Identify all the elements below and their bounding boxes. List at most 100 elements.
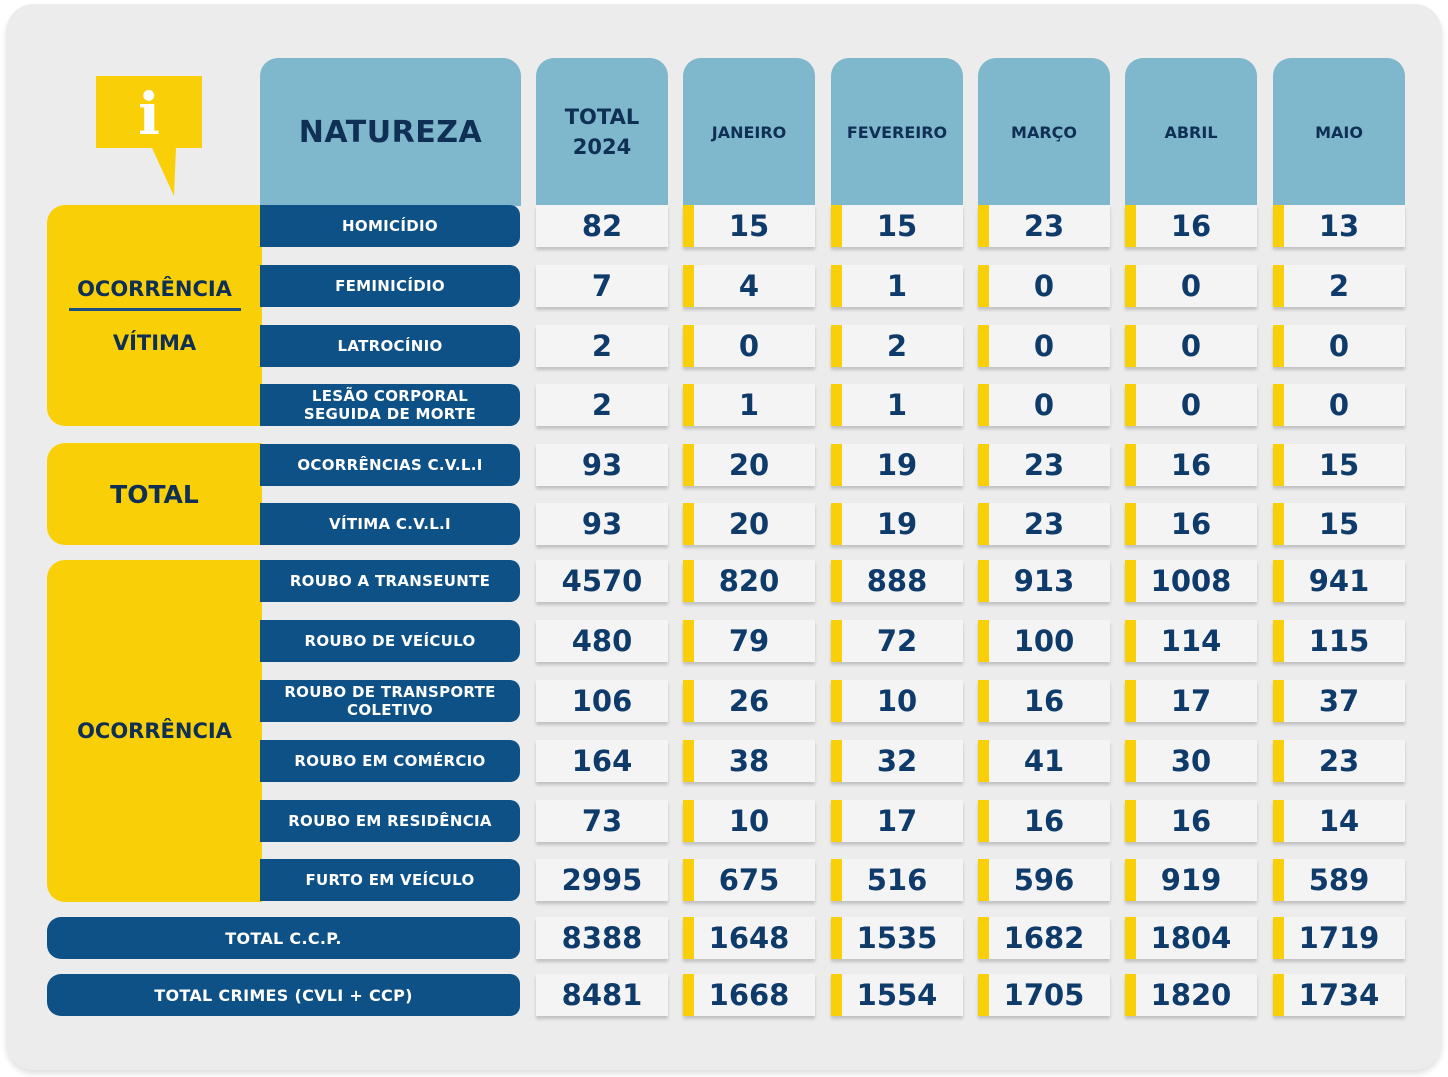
value-cell: 79	[683, 620, 815, 662]
value-cell: 19	[831, 503, 963, 545]
group-divider	[68, 307, 241, 311]
value-cell: 8388	[536, 917, 668, 959]
value-cell: 589	[1273, 859, 1405, 901]
value-text: 15	[1318, 507, 1360, 541]
value-cell: 941	[1273, 560, 1405, 602]
value-cell: 23	[1273, 740, 1405, 782]
value-cell: 1	[831, 384, 963, 426]
total-row-label: TOTAL CRIMES (CVLI + CCP)	[47, 974, 520, 1016]
value-cell: 0	[683, 325, 815, 367]
value-text: 2	[886, 329, 908, 363]
value-cell: 7	[536, 265, 668, 307]
value-cell: 41	[978, 740, 1110, 782]
row-label: LESÃO CORPORAL SEGUIDA DE MORTE	[260, 384, 520, 426]
value-text: 596	[1013, 863, 1075, 897]
value-text: 0	[1180, 329, 1202, 363]
value-cell: 1734	[1273, 974, 1405, 1016]
value-text: 93	[581, 448, 623, 482]
value-cell: 2	[536, 384, 668, 426]
value-text: 1804	[1150, 921, 1232, 955]
value-text: 913	[1013, 564, 1075, 598]
value-text: 13	[1318, 209, 1360, 243]
row-label: ROUBO A TRANSEUNTE	[260, 560, 520, 602]
value-text: 114	[1160, 624, 1222, 658]
value-text: 1668	[708, 978, 790, 1012]
value-cell: 2995	[536, 859, 668, 901]
value-text: 100	[1013, 624, 1075, 658]
value-text: 16	[1170, 804, 1212, 838]
value-cell: 480	[536, 620, 668, 662]
value-text: 20	[728, 507, 770, 541]
value-cell: 16	[1125, 444, 1257, 486]
value-cell: 16	[1125, 503, 1257, 545]
value-text: 16	[1023, 684, 1065, 718]
value-cell: 16	[1125, 800, 1257, 842]
row-label: ROUBO EM COMÉRCIO	[260, 740, 520, 782]
value-cell: 0	[1273, 384, 1405, 426]
value-text: 2	[591, 329, 613, 363]
value-cell: 4570	[536, 560, 668, 602]
value-cell: 26	[683, 680, 815, 722]
row-label: FEMINICÍDIO	[260, 265, 520, 307]
value-text: 23	[1023, 448, 1065, 482]
value-text: 72	[876, 624, 918, 658]
value-cell: 115	[1273, 620, 1405, 662]
value-text: 16	[1023, 804, 1065, 838]
value-cell: 0	[1125, 265, 1257, 307]
value-text: 0	[1033, 269, 1055, 303]
value-text: 1682	[1003, 921, 1085, 955]
group-total: TOTAL	[47, 443, 262, 545]
value-text: 37	[1318, 684, 1360, 718]
value-cell: 1719	[1273, 917, 1405, 959]
header-month-abril: ABRIL	[1125, 58, 1257, 206]
info-icon: i	[96, 76, 202, 196]
value-text: 164	[571, 744, 633, 778]
value-text: 0	[1328, 388, 1350, 422]
value-text: 26	[728, 684, 770, 718]
value-text: 38	[728, 744, 770, 778]
value-text: 0	[1328, 329, 1350, 363]
group-cvli: OCORRÊNCIA VÍTIMA	[47, 205, 262, 426]
value-text: 1734	[1298, 978, 1380, 1012]
value-text: 1554	[856, 978, 938, 1012]
group-ccp: OCORRÊNCIA	[47, 560, 262, 902]
value-text: 1705	[1003, 978, 1085, 1012]
value-text: 1820	[1150, 978, 1232, 1012]
value-text: 17	[876, 804, 918, 838]
value-cell: 596	[978, 859, 1110, 901]
value-cell: 10	[831, 680, 963, 722]
value-text: 23	[1023, 507, 1065, 541]
group-label-total: TOTAL	[110, 479, 199, 509]
header-month-janeiro: JANEIRO	[683, 58, 815, 206]
value-text: 73	[581, 804, 623, 838]
header-month-fevereiro: FEVEREIRO	[831, 58, 963, 206]
value-cell: 13	[1273, 205, 1405, 247]
value-text: 820	[718, 564, 780, 598]
value-cell: 516	[831, 859, 963, 901]
value-cell: 164	[536, 740, 668, 782]
row-label: OCORRÊNCIAS C.V.L.I	[260, 444, 520, 486]
value-text: 0	[738, 329, 760, 363]
value-text: 0	[1180, 388, 1202, 422]
value-cell: 2	[536, 325, 668, 367]
value-cell: 72	[831, 620, 963, 662]
header-natureza: NATUREZA	[260, 58, 521, 206]
value-text: 115	[1308, 624, 1370, 658]
value-cell: 4	[683, 265, 815, 307]
value-text: 79	[728, 624, 770, 658]
value-cell: 82	[536, 205, 668, 247]
header-total-2024: TOTAL 2024	[536, 58, 668, 206]
value-text: 15	[1318, 448, 1360, 482]
value-text: 10	[876, 684, 918, 718]
row-label: LATROCÍNIO	[260, 325, 520, 367]
value-cell: 15	[831, 205, 963, 247]
value-cell: 1	[683, 384, 815, 426]
value-cell: 913	[978, 560, 1110, 602]
value-text: 82	[581, 209, 623, 243]
value-cell: 37	[1273, 680, 1405, 722]
value-text: 589	[1308, 863, 1370, 897]
value-cell: 1668	[683, 974, 815, 1016]
value-cell: 93	[536, 503, 668, 545]
value-cell: 17	[1125, 680, 1257, 722]
value-cell: 17	[831, 800, 963, 842]
